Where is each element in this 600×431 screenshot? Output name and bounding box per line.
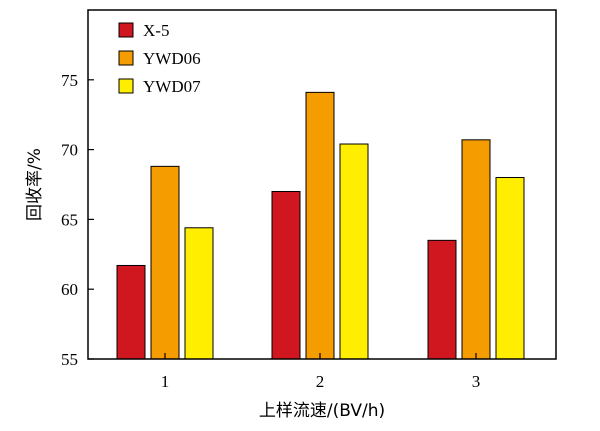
legend-swatch-ywd07 (118, 78, 134, 94)
x-axis-ticks: 1 2 3 (161, 353, 481, 391)
bar-ywd07-3 (495, 177, 525, 360)
bar-ywd06-2 (305, 91, 335, 360)
y-axis-label: 回收率/% (25, 148, 45, 221)
legend-swatch-ywd06 (118, 50, 134, 66)
x-tick-label: 1 (161, 372, 170, 391)
legend-swatch-x-5 (118, 22, 134, 38)
y-tick-label: 65 (61, 210, 78, 229)
legend-label-ywd06: YWD06 (143, 49, 201, 68)
plot-frame (87, 9, 557, 360)
bar-x-5-1 (116, 264, 146, 360)
bar-ywd06-1 (150, 165, 180, 360)
bar-ywd07-2 (339, 143, 369, 360)
y-tick-label: 60 (61, 280, 78, 299)
bar-ywd06-3 (461, 139, 491, 360)
bars-layer (116, 91, 525, 360)
x-tick-label: 3 (472, 372, 481, 391)
legend-label-ywd07: YWD07 (143, 77, 201, 96)
legend: X-5 YWD06 YWD07 (118, 21, 201, 96)
y-tick-label: 55 (61, 350, 78, 369)
bar-x-5-3 (427, 239, 457, 360)
bar-x-5-2 (271, 190, 301, 360)
y-tick-label: 70 (61, 141, 78, 160)
legend-label-x-5: X-5 (143, 21, 169, 40)
x-axis-label: 上样流速/(BV/h) (259, 401, 385, 421)
bar-ywd07-1 (184, 227, 214, 360)
y-tick-label: 75 (61, 71, 78, 90)
y-axis-ticks: 55 60 65 70 75 (61, 71, 94, 369)
x-tick-label: 2 (316, 372, 325, 391)
